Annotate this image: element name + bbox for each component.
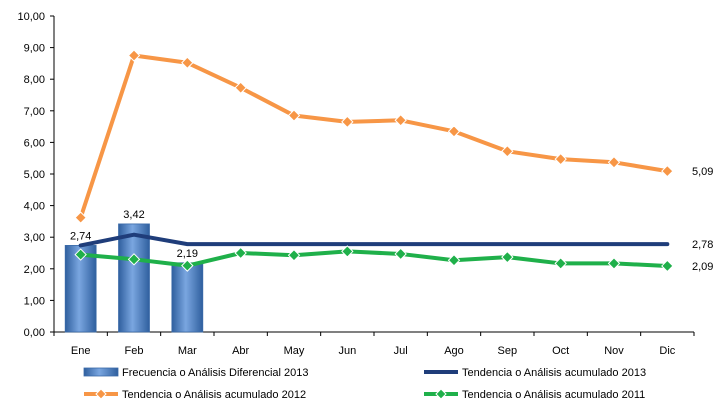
legend: Frecuencia o Análisis Diferencial 2013 Te… bbox=[83, 367, 646, 401]
bar bbox=[171, 262, 204, 333]
data-point-marker bbox=[501, 250, 514, 264]
data-point-marker bbox=[447, 254, 461, 267]
data-point-marker bbox=[127, 253, 141, 266]
end-value-label: 2,09 bbox=[692, 261, 713, 273]
x-tick-label: Jul bbox=[394, 345, 408, 357]
legend-label: Tendencia o Análisis acumulado 2011 bbox=[462, 389, 645, 401]
x-tick-label: Sep bbox=[498, 345, 518, 357]
data-point-marker bbox=[181, 56, 194, 69]
data-point-marker bbox=[74, 248, 87, 261]
x-tick-label: Oct bbox=[552, 345, 569, 357]
x-tick-label: Ene bbox=[71, 345, 91, 357]
data-point-marker bbox=[661, 259, 674, 273]
data-point-marker bbox=[181, 259, 194, 272]
y-tick-label: 5,00 bbox=[24, 169, 45, 181]
data-point-marker bbox=[341, 245, 354, 258]
y-tick-label: 7,00 bbox=[24, 106, 45, 118]
bar-value-label: 2,19 bbox=[177, 248, 198, 260]
data-point-marker bbox=[287, 249, 301, 262]
legend-marker bbox=[435, 388, 447, 400]
y-tick-label: 9,00 bbox=[24, 43, 45, 55]
x-tick-label: Mar bbox=[178, 345, 197, 357]
legend-marker bbox=[95, 388, 107, 400]
x-tick-label: Jun bbox=[338, 345, 356, 357]
series-line bbox=[78, 232, 670, 248]
y-tick-label: 2,00 bbox=[24, 264, 45, 276]
end-value-label: 2,78 bbox=[692, 239, 713, 251]
y-tick-label: 3,00 bbox=[24, 232, 45, 244]
series-line bbox=[78, 249, 670, 268]
data-point-marker bbox=[554, 257, 567, 270]
y-tick-label: 0,00 bbox=[24, 327, 45, 339]
legend-label: Tendencia o Análisis acumulado 2013 bbox=[462, 367, 646, 379]
x-tick-label: May bbox=[284, 345, 305, 357]
legend-label: Frecuencia o Análisis Diferencial 2013 bbox=[122, 367, 309, 379]
x-tick-label: Feb bbox=[125, 345, 144, 357]
data-point-marker bbox=[234, 246, 247, 260]
x-tick-label: Nov bbox=[604, 345, 624, 357]
data-point-marker bbox=[607, 156, 621, 169]
data-labels: 2,74 3,42 2,19 2,78 5,09 2,09 bbox=[70, 166, 713, 273]
x-tick-label: Abr bbox=[232, 345, 249, 357]
x-tick-label: Dic bbox=[659, 345, 675, 357]
legend-swatch-bar bbox=[83, 367, 119, 377]
bar-value-label: 3,42 bbox=[123, 209, 144, 221]
data-point-marker bbox=[661, 164, 674, 178]
lines bbox=[74, 49, 674, 273]
y-tick-label: 4,00 bbox=[24, 201, 45, 213]
data-point-marker bbox=[554, 152, 567, 166]
bar bbox=[118, 223, 150, 333]
y-tick-label: 6,00 bbox=[24, 137, 45, 149]
data-point-marker bbox=[287, 109, 301, 122]
axes: 0,00 1,00 2,00 3,00 4,00 5,00 6,00 7,00 8,00 9,00… bbox=[17, 11, 695, 357]
y-tick-label: 8,00 bbox=[24, 74, 45, 86]
data-point-marker bbox=[394, 247, 407, 261]
legend-label: Tendencia o Análisis acumulado 2012 bbox=[122, 389, 306, 401]
bar-value-label: 2,74 bbox=[70, 230, 91, 242]
data-point-marker bbox=[607, 257, 621, 270]
data-point-marker bbox=[234, 81, 247, 94]
data-point-marker bbox=[501, 145, 514, 158]
data-point-marker bbox=[394, 114, 407, 127]
end-value-label: 5,09 bbox=[692, 166, 713, 178]
data-point-marker bbox=[447, 125, 461, 138]
series-line bbox=[78, 53, 670, 220]
x-tick-label: Ago bbox=[444, 345, 464, 357]
y-tick-label: 10,00 bbox=[17, 11, 45, 23]
data-point-marker bbox=[74, 211, 87, 224]
y-tick-label: 1,00 bbox=[24, 295, 45, 307]
data-point-marker bbox=[341, 115, 354, 129]
data-point-marker bbox=[127, 49, 141, 62]
